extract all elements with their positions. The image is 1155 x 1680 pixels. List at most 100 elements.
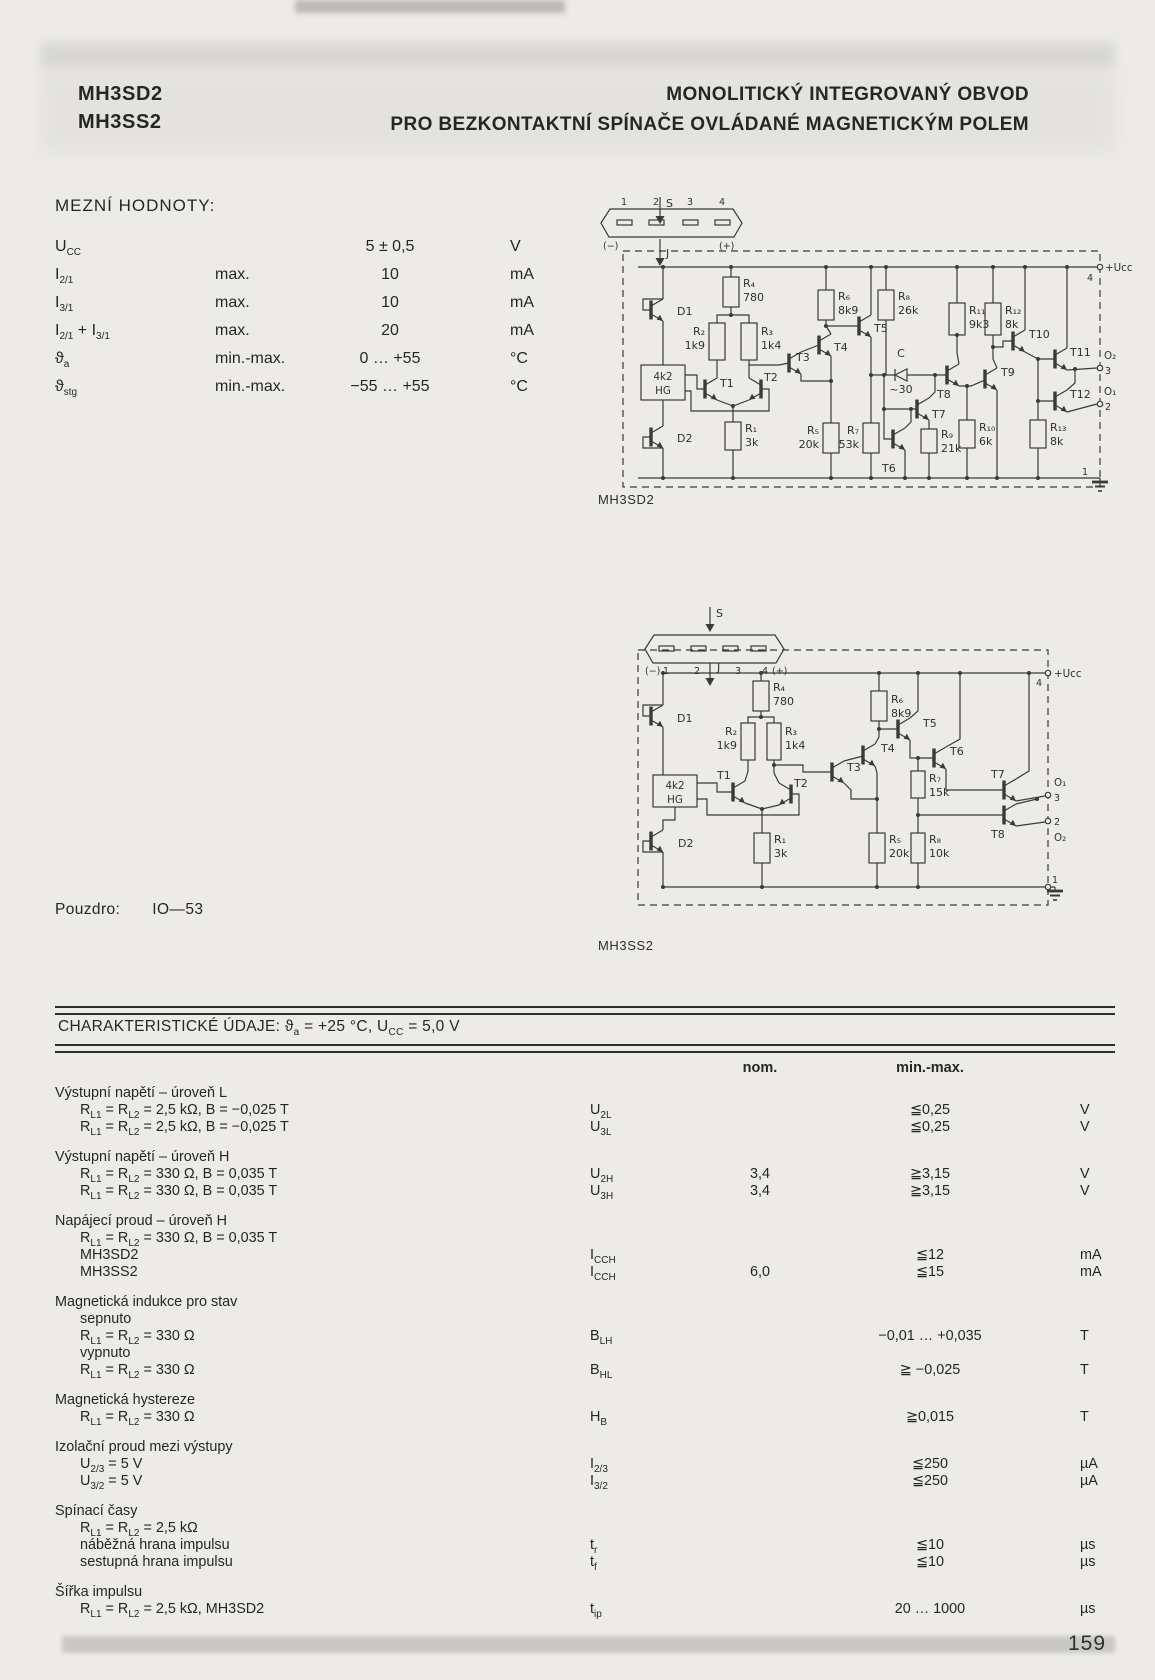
limits-title: MEZNÍ HODNOTY:: [55, 196, 216, 215]
capacitor-diode: [893, 368, 908, 382]
row-unit: µA: [1080, 1473, 1098, 1489]
pin-label-3: 3: [735, 666, 741, 677]
transistor-t11: [1053, 346, 1069, 372]
row-condition: RL1 = RL2 = 330 Ω: [80, 1362, 195, 1381]
label-t2: T2: [793, 777, 808, 790]
row-unit: V: [1080, 1102, 1090, 1118]
table-row: RL1 = RL2 = 2,5 kΩ: [55, 1520, 1115, 1538]
table-row: U2/3 = 5 V I2/3 ≦250 µA: [55, 1456, 1115, 1474]
label-r3: R₃: [761, 325, 773, 338]
table-row: sepnuto: [55, 1311, 1115, 1328]
limit-cond: max.: [215, 294, 250, 311]
hall-generator-box: [640, 364, 686, 401]
table-group: Izolační proud mezi výstupy U2/3 = 5 V I…: [55, 1439, 1115, 1491]
table-row: sestupná hrana impulsu tf ≦10 µs: [55, 1554, 1115, 1572]
ucc-pin-label: 4: [1036, 678, 1042, 689]
value-r1: 3k: [745, 436, 759, 449]
resistor-r3: [740, 322, 758, 361]
limit-value: 20: [381, 322, 399, 339]
resistor-r5: [822, 422, 840, 454]
limit-value: −55 … +55: [350, 378, 430, 395]
pin-label-1: 1: [663, 666, 669, 677]
label-t4: T4: [833, 341, 848, 354]
limit-cond: min.-max.: [215, 378, 286, 395]
row-condition: RL1 = RL2 = 330 Ω, B = 0,035 T: [80, 1166, 278, 1185]
label-t5: T5: [873, 322, 888, 335]
row-symbol: BHL: [590, 1362, 613, 1381]
resistor-r9: [920, 428, 938, 454]
label-t6: T6: [881, 462, 896, 475]
ic-boundary: [637, 649, 1049, 906]
part-number-1: MH3SD2: [78, 83, 163, 105]
output-o1-label: O₁: [1104, 386, 1116, 398]
ucc-label: +Ucc: [1054, 668, 1082, 680]
label-t2: T2: [763, 371, 778, 384]
label-r8: R₈: [929, 833, 942, 846]
value-r5: 20k: [799, 438, 820, 451]
output-pin2-label: 2: [1054, 817, 1060, 828]
junction-dots: [661, 671, 1039, 889]
row-minmax: ≦0,25: [909, 1119, 951, 1135]
limit-value: 0 … +55: [359, 350, 421, 367]
schematic-mh3sd2: S J 1 2 3 4 (−) (+) 4 +Ucc D1 D2 4k2 HG …: [600, 197, 1133, 492]
scan-artifact: [40, 72, 1115, 154]
label-r3: R₃: [785, 725, 797, 738]
table-row: MH3SD2 ICCH ≦12 mA: [55, 1247, 1115, 1265]
gnd-pin-label: 1: [1052, 875, 1058, 886]
scan-artifact: [295, 0, 565, 13]
ucc-pin-label: 4: [1087, 273, 1093, 284]
row-condition: sestupná hrana impulsu: [80, 1554, 233, 1570]
label-r8: R₈: [898, 290, 911, 303]
ic-package: [600, 208, 743, 238]
label-t11: T11: [1069, 346, 1091, 359]
wires: [642, 672, 1056, 891]
row-minmax: ≧3,15: [909, 1166, 951, 1182]
limit-param: ϑa: [55, 350, 70, 371]
row-symbol: U3H: [590, 1183, 614, 1202]
label-t1: T1: [719, 377, 734, 390]
resistor-r4: [752, 680, 770, 712]
label-r10: R₁₀: [979, 421, 996, 434]
value-r3: 1k4: [761, 339, 781, 352]
limit-param: I2/1: [55, 266, 74, 287]
limit-unit: °C: [510, 350, 528, 367]
value-r4: 780: [743, 291, 764, 304]
table-group: Magnetická hystereze RL1 = RL2 = 330 Ω H…: [55, 1392, 1115, 1427]
transistor-t7: [1002, 777, 1018, 803]
resistor-r8: [910, 832, 926, 864]
limit-cond: max.: [215, 322, 250, 339]
output-o1-label: O₁: [1054, 777, 1066, 789]
resistor-r11: [948, 302, 966, 336]
resistor-r13: [1029, 419, 1047, 449]
value-r3: 1k4: [785, 739, 805, 752]
value-r6: 8k9: [838, 304, 858, 317]
resistors: [708, 276, 1047, 454]
page-title: MONOLITICKÝ INTEGROVANÝ OBVOD PRO BEZKON…: [390, 80, 1029, 140]
label-t8: T8: [936, 388, 951, 401]
magnet-label: S: [666, 197, 673, 210]
label-d2: D2: [678, 837, 693, 850]
plus-label: (+): [719, 241, 734, 252]
resistor-r1: [753, 832, 771, 864]
value-r12: 8k: [1005, 318, 1019, 331]
row-unit: mA: [1080, 1264, 1102, 1280]
table-row: U3/2 = 5 V I3/2 ≦250 µA: [55, 1473, 1115, 1491]
limit-unit: mA: [510, 266, 534, 283]
row-unit: V: [1080, 1166, 1090, 1182]
magnet-label: S: [716, 607, 723, 620]
label-t8: T8: [990, 828, 1005, 841]
row-condition: RL1 = RL2 = 2,5 kΩ, B = −0,025 T: [80, 1119, 289, 1138]
hall-label: HG: [655, 385, 671, 397]
row-minmax: ≧0,015: [905, 1409, 955, 1425]
row-minmax: ≧ −0,025: [899, 1362, 961, 1378]
resistor-r4: [722, 276, 740, 308]
group-title: Výstupní napětí – úroveň L: [55, 1085, 228, 1101]
limit-value: 10: [381, 266, 399, 283]
row-unit: T: [1080, 1409, 1089, 1425]
title-line-2: PRO BEZKONTAKTNÍ SPÍNAČE OVLÁDANÉ MAGNET…: [390, 114, 1029, 135]
value-r5: 20k: [889, 847, 910, 860]
ic-boundary: [622, 250, 1101, 488]
table-row: RL1 = RL2 = 2,5 kΩ, MH3SD2 tip 20 … 1000…: [55, 1601, 1115, 1619]
resistor-r2: [708, 322, 726, 361]
limit-param: ϑstg: [55, 378, 78, 399]
